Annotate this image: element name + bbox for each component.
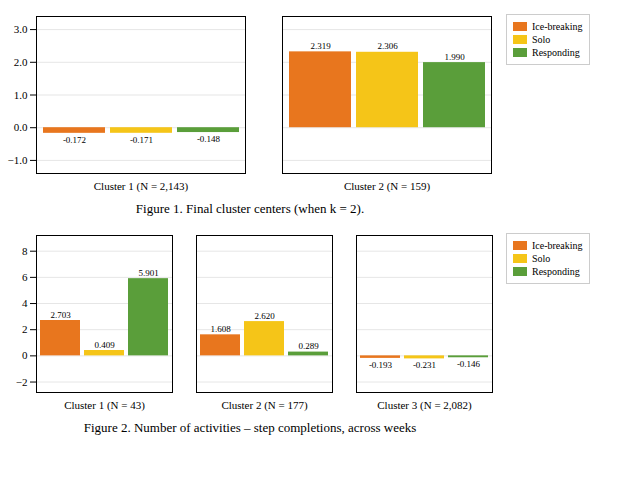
svg-text:−1.0: −1.0 [8, 154, 28, 166]
svg-text:1.990: 1.990 [444, 52, 465, 62]
svg-text:8: 8 [22, 245, 28, 257]
html-text:Ice-breaking: Ice-breaking [532, 240, 583, 251]
svg-text:−2: −2 [16, 376, 28, 388]
svg-text:4: 4 [22, 297, 28, 309]
svg-text:2.703: 2.703 [50, 310, 71, 320]
html-text:Solo: Solo [532, 253, 551, 264]
svg-text:-0.148: -0.148 [197, 134, 221, 144]
svg-text:-0.146: -0.146 [457, 359, 481, 369]
html-text:Solo: Solo [532, 34, 551, 45]
svg-text:2.0: 2.0 [14, 56, 28, 68]
svg-text:2.306: 2.306 [377, 41, 398, 51]
svg-text:1.608: 1.608 [210, 324, 231, 334]
html-text:Responding: Responding [532, 47, 580, 58]
svg-text:0.409: 0.409 [94, 340, 115, 350]
svg-text:0: 0 [22, 349, 28, 361]
svg-text:1.0: 1.0 [14, 89, 28, 101]
svg-text:6: 6 [22, 271, 28, 283]
svg-text:-0.172: -0.172 [63, 135, 86, 145]
svg-text:-0.171: -0.171 [130, 135, 153, 145]
svg-text:2: 2 [22, 323, 28, 335]
svg-text:Cluster 1 (N = 43): Cluster 1 (N = 43) [64, 399, 145, 412]
html-text:Figure 2. Number of activities: Figure 2. Number of activities – step co… [83, 420, 417, 435]
svg-text:-0.193: -0.193 [369, 360, 393, 370]
svg-text:5.901: 5.901 [138, 268, 158, 278]
svg-text:Cluster 1 (N = 2,143): Cluster 1 (N = 2,143) [94, 180, 189, 193]
svg-text:Cluster 2 (N = 177): Cluster 2 (N = 177) [221, 399, 308, 412]
svg-text:Cluster 2 (N = 159): Cluster 2 (N = 159) [344, 180, 431, 193]
svg-text:2.319: 2.319 [310, 41, 331, 51]
svg-text:2.620: 2.620 [254, 311, 275, 321]
svg-text:3.0: 3.0 [14, 23, 28, 35]
svg-text:-0.231: -0.231 [413, 360, 436, 370]
svg-text:0.0: 0.0 [14, 121, 28, 133]
svg-text:Cluster 3 (N = 2,082): Cluster 3 (N = 2,082) [377, 399, 472, 412]
html-text:Figure 1. Final cluster center: Figure 1. Final cluster centers (when k … [135, 201, 365, 216]
svg-text:0.289: 0.289 [298, 341, 319, 351]
html-text:Responding: Responding [532, 266, 580, 277]
html-text:Ice-breaking: Ice-breaking [532, 21, 583, 32]
